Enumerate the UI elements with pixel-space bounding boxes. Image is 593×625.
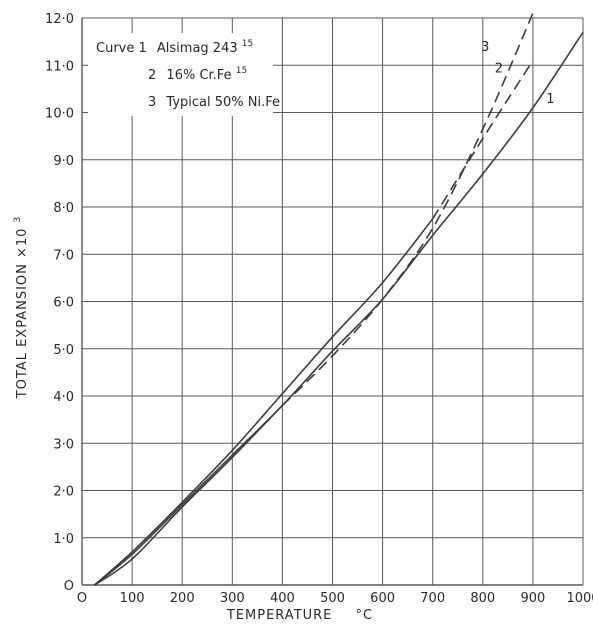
- y-tick-label-10: 10·0: [45, 107, 74, 122]
- x-tick-label-400: 400: [270, 591, 295, 606]
- legend-entry-1-sup: 15: [242, 39, 253, 49]
- y-tick-label-2: 2·0: [53, 485, 74, 500]
- legend-entry-3-text: Typical 50% Ni.Fe: [165, 95, 280, 110]
- x-tick-label-500: 500: [320, 591, 345, 606]
- legend-entry-2: 2 16% Cr.Fe 15: [148, 66, 247, 83]
- y-tick-label-9: 9·0: [53, 154, 74, 169]
- legend-background: [88, 33, 273, 116]
- x-tick-label-100: 100: [120, 591, 145, 606]
- x-tick-label-200: 200: [170, 591, 195, 606]
- legend-entry-1-number: Curve 1: [96, 41, 147, 56]
- y-axis-label: TOTAL EXPANSION ×10 3: [13, 216, 30, 400]
- x-tick-label-1000: 1000: [566, 591, 593, 606]
- legend-entry-3: 3 Typical 50% Ni.Fe: [148, 95, 280, 110]
- y-tick-label-11: 11·0: [45, 59, 74, 74]
- curve-2-solid-segment: [94, 218, 434, 586]
- x-tick-label-0: O: [77, 591, 87, 606]
- y-tick-label-5: 5·0: [53, 343, 74, 358]
- legend-entry-1: Curve 1 Alsimag 243 15: [96, 39, 253, 56]
- x-tick-label-800: 800: [470, 591, 495, 606]
- y-tick-label-0: O: [64, 579, 74, 594]
- x-tick-label-300: 300: [220, 591, 245, 606]
- curve-3-label: 3: [481, 40, 489, 55]
- curve-2-dashed-segment: [432, 60, 534, 220]
- curve-3-dashed-segment: [281, 12, 534, 407]
- curve-1-line: [94, 31, 584, 586]
- y-tick-label-1: 1·0: [53, 532, 74, 547]
- x-axis-label: TEMPERATURE °C: [226, 608, 373, 623]
- legend-entry-2-number: 2: [148, 68, 156, 83]
- x-tick-label-600: 600: [370, 591, 395, 606]
- x-tick-label-700: 700: [420, 591, 445, 606]
- x-tick-label-900: 900: [520, 591, 545, 606]
- y-tick-label-8: 8·0: [53, 201, 74, 216]
- y-axis-label-exponent: 3: [13, 216, 23, 223]
- legend-entry-2-text: 16% Cr.Fe: [166, 68, 231, 83]
- legend-entry-2-sup: 15: [236, 66, 247, 76]
- y-tick-label-3: 3·0: [53, 437, 74, 452]
- curve-layer: 123: [94, 12, 584, 586]
- curve-1-label: 1: [546, 92, 554, 107]
- y-axis-label-text: TOTAL EXPANSION ×10: [15, 228, 30, 400]
- legend-entry-1-text: Alsimag 243: [157, 41, 238, 56]
- x-axis-label-text: TEMPERATURE: [226, 608, 333, 623]
- y-tick-label-12: 12·0: [45, 12, 74, 27]
- tick-layer: O 100 200 300 400 500 600 700 800 900 1000 O 1·0 2·0 3…: [45, 12, 593, 606]
- x-axis-label-unit: °C: [356, 608, 374, 623]
- legend-entry-3-number: 3: [148, 95, 156, 110]
- y-tick-label-7: 7·0: [53, 248, 74, 263]
- legend: Curve 1 Alsimag 243 15 2 16% Cr.Fe 15 3 …: [88, 33, 280, 116]
- curve-2-label: 2: [495, 61, 503, 76]
- y-tick-label-6: 6·0: [53, 296, 74, 311]
- y-tick-label-4: 4·0: [53, 390, 74, 405]
- curve-3-solid-segment: [94, 404, 283, 586]
